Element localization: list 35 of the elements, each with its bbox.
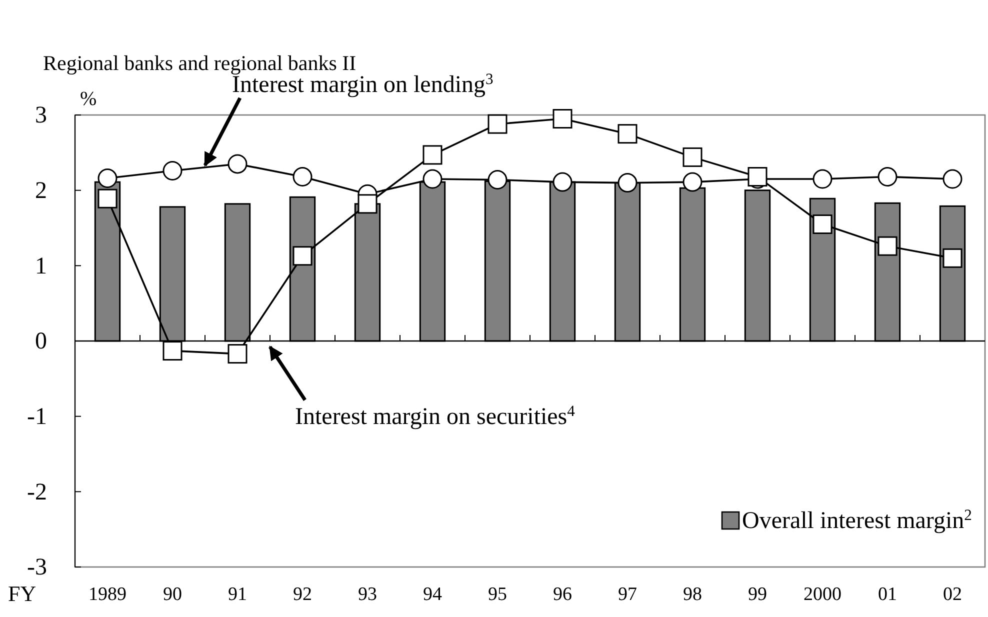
x-tick-label: 92 bbox=[293, 584, 312, 605]
x-tick-label: 90 bbox=[163, 584, 182, 605]
x-tick-label: 01 bbox=[878, 584, 897, 605]
x-tick-label: 99 bbox=[748, 584, 767, 605]
point bbox=[942, 248, 962, 268]
chart-title: Regional banks and regional banks II bbox=[43, 51, 356, 75]
y-tick-label: 3 bbox=[35, 102, 47, 129]
x-tick-label: 94 bbox=[423, 584, 442, 605]
x-tick-label: 2000 bbox=[804, 584, 842, 605]
y-tick-label: 1 bbox=[35, 253, 47, 280]
y-tick-label: -3 bbox=[27, 554, 47, 581]
point bbox=[552, 172, 572, 192]
x-tick-label: 1989 bbox=[88, 584, 126, 605]
y-axis-title: % bbox=[80, 88, 97, 110]
x-tick-label: 02 bbox=[943, 584, 962, 605]
point bbox=[488, 170, 508, 190]
text: Interest margin on securities$^{4}$ bbox=[295, 402, 576, 430]
x-tick-label: 98 bbox=[683, 584, 702, 605]
legend-label: Overall interest margin$^{2}$ bbox=[742, 506, 972, 534]
x-tick-label: 96 bbox=[553, 584, 572, 605]
point bbox=[618, 173, 638, 193]
point bbox=[878, 236, 898, 256]
point bbox=[98, 188, 118, 208]
point bbox=[292, 246, 312, 266]
point bbox=[812, 214, 832, 234]
y-tick-label: -1 bbox=[27, 404, 47, 430]
x-tick-label: 95 bbox=[488, 584, 507, 605]
y-tick-label: 0 bbox=[35, 328, 47, 355]
y-tick-label: -2 bbox=[27, 479, 47, 506]
x-tick-label: 93 bbox=[358, 584, 377, 605]
x-tick-label: 91 bbox=[228, 584, 247, 605]
x-axis-title: FY bbox=[8, 581, 36, 606]
point bbox=[358, 194, 378, 214]
x-tick-label: 97 bbox=[618, 584, 637, 605]
y-tick-label: 2 bbox=[35, 178, 47, 204]
